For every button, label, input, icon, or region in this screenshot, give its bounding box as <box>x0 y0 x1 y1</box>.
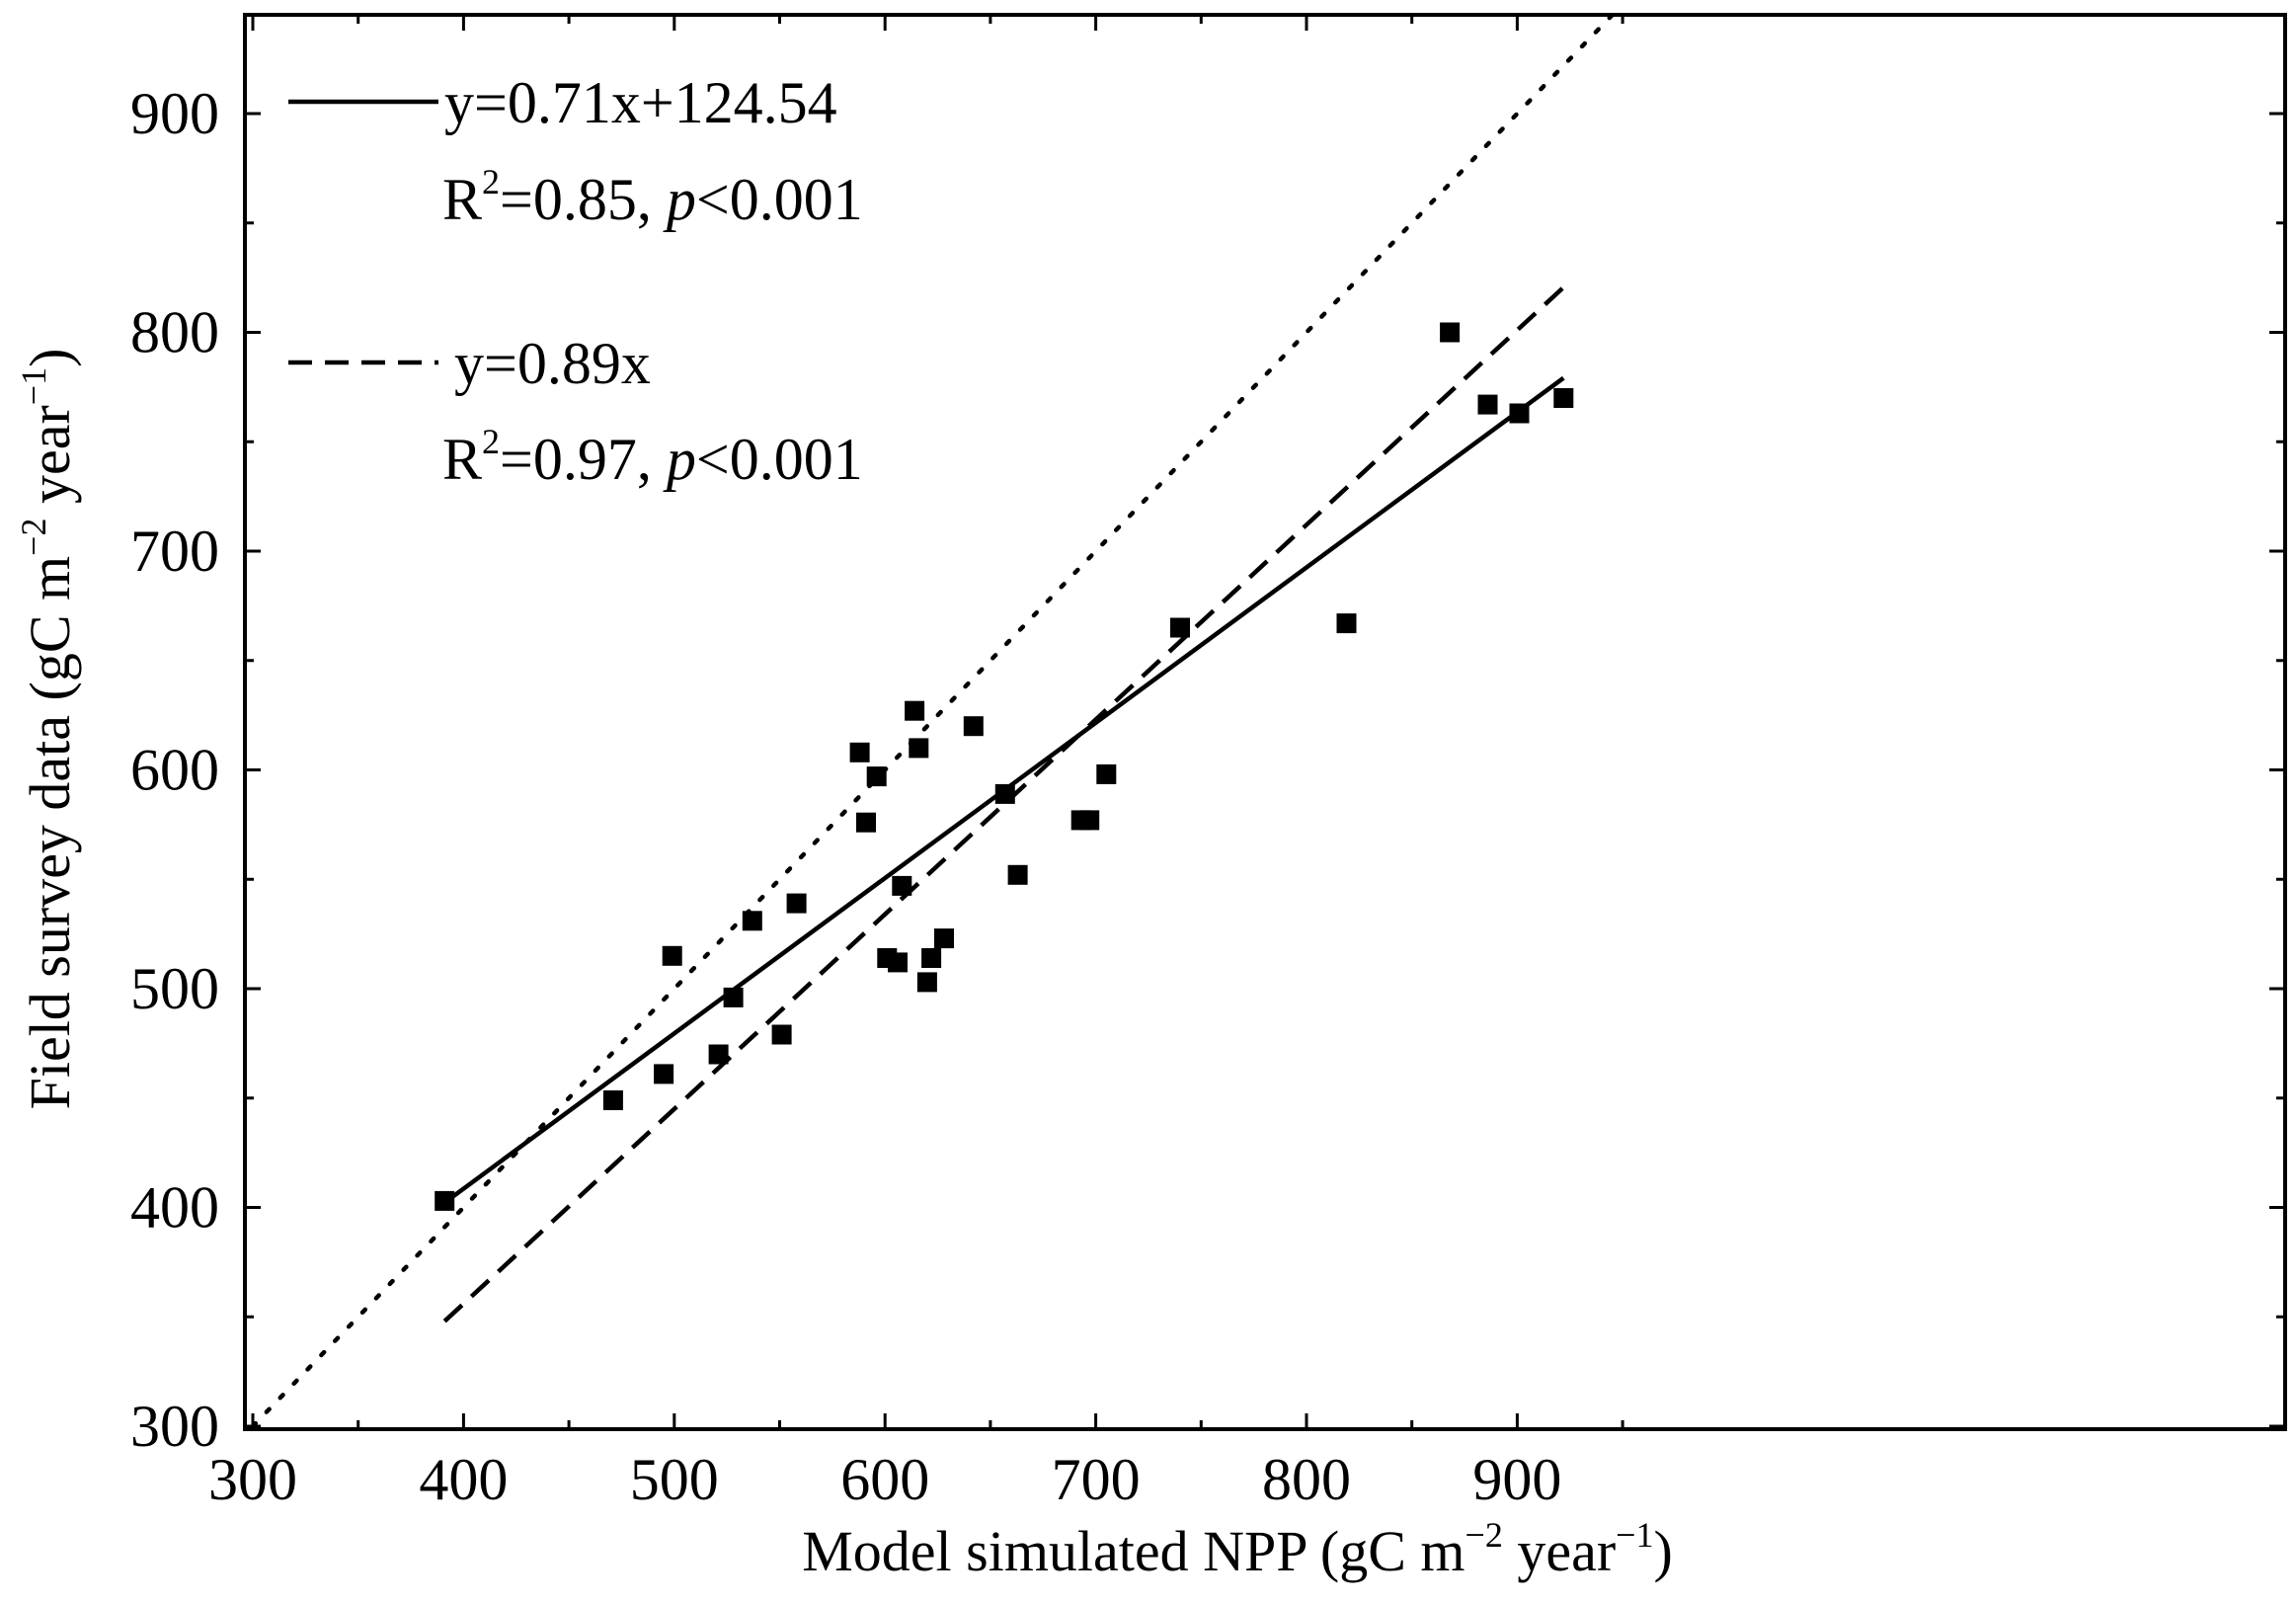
legend-fit-r-value: =0.85, <box>500 167 667 232</box>
y-tick-label: 700 <box>130 519 219 584</box>
data-point <box>1509 403 1530 424</box>
x-axis-title-main: Model simulated NPP (gC m <box>802 1519 1465 1583</box>
legend-origin-equation: y=0.89x <box>454 331 651 396</box>
legend-fit-r-prefix: R <box>442 167 482 232</box>
y-axis-title-main: Field survey data (gC m <box>18 556 82 1110</box>
data-point <box>662 945 682 966</box>
legend-fit-r-sup: 2 <box>482 162 500 201</box>
data-point <box>723 987 744 1007</box>
data-point <box>742 911 762 931</box>
data-point <box>435 1190 455 1211</box>
y-axis-unit-close: ) <box>18 349 82 367</box>
data-point <box>1477 394 1498 415</box>
data-point <box>905 700 925 721</box>
tick-labels-layer: 300 400 500 600 700 800 900 300 400 500 600 700 800 9… <box>130 81 1561 1512</box>
legend-origin-r-prefix: R <box>442 427 482 492</box>
x-axis-title: Model simulated NPP (gC m−2 year−1) <box>802 1515 1673 1583</box>
data-point <box>849 742 870 762</box>
data-point <box>602 1090 623 1110</box>
y-axis-title: Field survey data (gC m−2 year−1) <box>14 349 82 1110</box>
y-axis-unit-middle: year <box>18 405 82 518</box>
ticks-layer <box>245 15 2285 1429</box>
y-tick-label: 300 <box>130 1394 219 1459</box>
data-point <box>708 1044 729 1065</box>
legend-origin-p-label: p <box>663 427 696 492</box>
data-point <box>786 893 807 914</box>
x-tick-label: 700 <box>1052 1447 1141 1512</box>
legend-origin-r-sup: 2 <box>482 422 500 461</box>
plot-frame <box>243 13 2287 1431</box>
y-tick-label: 900 <box>130 81 219 146</box>
y-tick-label: 500 <box>130 956 219 1021</box>
y-tick-label: 800 <box>130 300 219 365</box>
data-point <box>866 766 887 787</box>
data-point <box>654 1064 674 1084</box>
x-tick-label: 600 <box>840 1447 929 1512</box>
data-point <box>934 928 954 949</box>
x-tick-label: 900 <box>1472 1447 1561 1512</box>
x-axis-unit-sup2: −1 <box>1616 1515 1653 1555</box>
data-point <box>909 738 929 759</box>
x-axis-unit-close: ) <box>1653 1519 1672 1583</box>
data-point <box>921 948 942 968</box>
data-point <box>1440 322 1461 343</box>
legend-origin-p-value: <0.001 <box>696 427 863 492</box>
data-point <box>856 812 876 833</box>
x-tick-label: 400 <box>419 1447 508 1512</box>
points-layer <box>435 322 1574 1211</box>
legend-fit-p-value: <0.001 <box>696 167 863 232</box>
data-point <box>1170 617 1190 638</box>
y-tick-label: 400 <box>130 1175 219 1241</box>
legend-origin-stats: R2=0.97, p<0.001 <box>442 422 863 492</box>
data-point <box>1096 763 1117 784</box>
legend-fit-p-label: p <box>663 167 696 232</box>
data-point <box>963 716 984 737</box>
data-point <box>892 875 912 896</box>
data-point <box>1007 864 1028 885</box>
x-axis-unit-middle: year <box>1503 1519 1616 1583</box>
x-axis-unit-sup1: −2 <box>1465 1515 1503 1555</box>
data-point <box>1336 613 1357 634</box>
y-tick-label: 600 <box>130 738 219 803</box>
line-1:1 <box>250 2 1625 1429</box>
data-point <box>1553 388 1574 408</box>
x-tick-label: 500 <box>630 1447 719 1512</box>
y-axis-unit-sup1: −2 <box>14 519 53 556</box>
y-axis-unit-sup2: −1 <box>14 367 53 405</box>
x-tick-label: 300 <box>208 1447 297 1512</box>
data-point <box>888 952 908 973</box>
legend-fit-stats: R2=0.85, p<0.001 <box>442 162 863 232</box>
data-point <box>771 1024 792 1045</box>
data-point <box>994 783 1015 804</box>
legend-fit-equation: y=0.71x+124.54 <box>444 70 837 135</box>
x-tick-label: 800 <box>1262 1447 1351 1512</box>
data-point <box>1079 810 1100 831</box>
legend-origin-r-value: =0.97, <box>500 427 667 492</box>
data-point <box>916 972 937 993</box>
legend: y=0.71x+124.54 R2=0.85, p<0.001 y=0.89x … <box>288 70 863 492</box>
